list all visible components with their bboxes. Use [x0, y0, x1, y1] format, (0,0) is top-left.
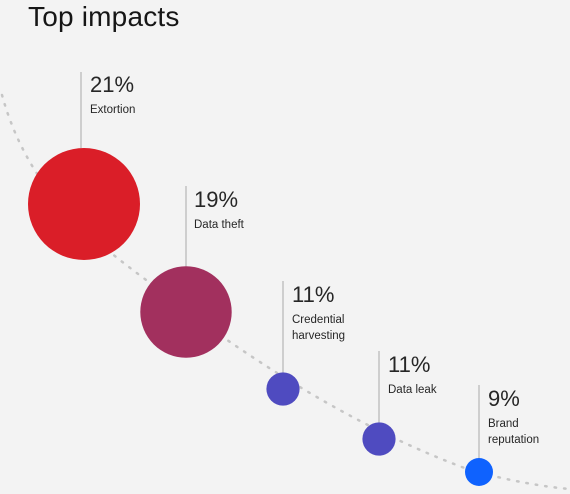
bubble-brand-reputation: [465, 458, 493, 486]
value-label-extortion: 21%: [90, 72, 134, 97]
category-label-brand-reputation: reputation: [488, 434, 539, 446]
bubble-credential-harvesting: [266, 372, 300, 406]
category-label-credential-harvesting: harvesting: [292, 330, 345, 342]
value-label-credential-harvesting: 11%: [292, 282, 334, 307]
chart-title: Top impacts: [28, 1, 180, 32]
category-label-extortion: Extortion: [90, 104, 135, 116]
category-label-data-theft: Data theft: [194, 219, 245, 231]
category-label-credential-harvesting: Credential: [292, 314, 344, 326]
value-label-data-theft: 19%: [194, 187, 238, 212]
value-label-data-leak: 11%: [388, 352, 430, 377]
bubble-data-theft: [140, 266, 232, 358]
category-label-brand-reputation: Brand: [488, 418, 519, 430]
bubble-extortion: [28, 148, 140, 260]
value-label-brand-reputation: 9%: [488, 386, 520, 411]
category-label-data-leak: Data leak: [388, 384, 437, 396]
bubble-data-leak: [362, 422, 396, 456]
